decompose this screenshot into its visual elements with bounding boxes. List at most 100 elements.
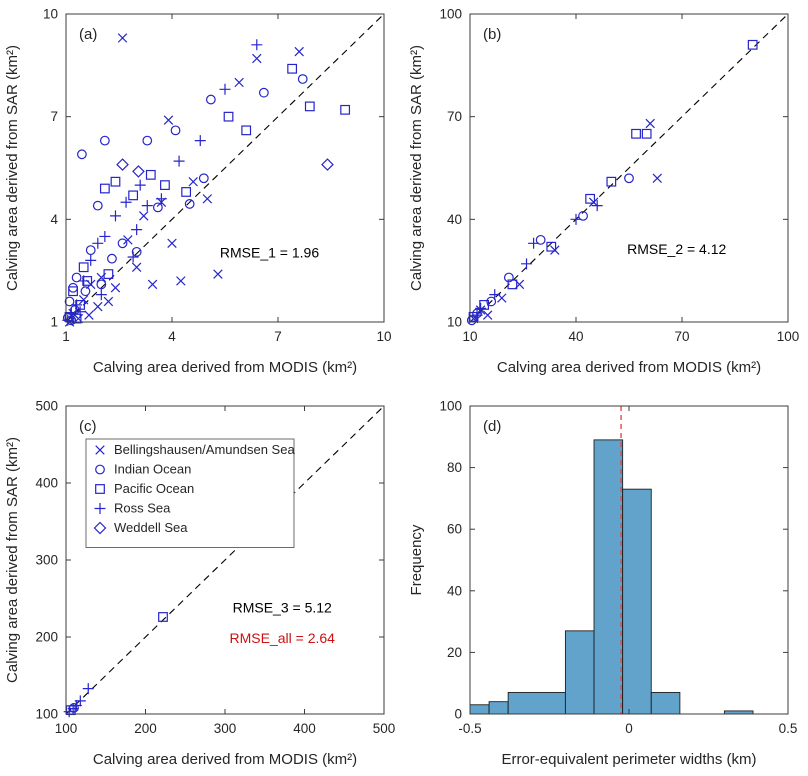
- y-tick-label: 0: [454, 707, 462, 722]
- annotation-text: RMSE_2 = 4.12: [627, 241, 726, 257]
- y-tick-label: 7: [50, 109, 58, 124]
- marker-diamond: [116, 158, 129, 171]
- marker-circle: [184, 199, 195, 209]
- marker-square: [585, 193, 596, 204]
- x-tick-label: 40: [568, 329, 583, 344]
- y-tick-label: 200: [35, 630, 58, 645]
- y-tick-label: 70: [447, 109, 462, 124]
- y-tick-label: 20: [447, 645, 462, 660]
- marker-x: [147, 279, 158, 290]
- marker-x: [93, 301, 103, 312]
- marker-circle: [142, 135, 153, 146]
- marker-square: [287, 63, 298, 74]
- x-tick-label: 70: [674, 329, 689, 344]
- histogram-bar: [469, 704, 490, 715]
- panel-label: (d): [483, 418, 501, 435]
- marker-square: [747, 39, 758, 50]
- marker-x: [188, 176, 198, 187]
- marker-x: [103, 296, 114, 307]
- marker-plus: [109, 210, 121, 222]
- marker-square: [606, 176, 617, 187]
- marker-x: [234, 77, 244, 88]
- marker-x: [213, 269, 223, 279]
- y-tick-label: 40: [447, 583, 462, 598]
- y-tick-label: 60: [447, 522, 462, 537]
- marker-square: [99, 183, 110, 194]
- marker-square: [546, 241, 557, 252]
- marker-plus: [127, 251, 139, 263]
- marker-circle: [80, 286, 91, 297]
- subplot-b: 10 40 70 100 10 40 70 100 Calving area derived f…: [408, 7, 800, 377]
- x-axis-label: Error-equivalent perimeter widths (km): [501, 751, 756, 768]
- marker-square: [468, 311, 479, 322]
- marker-plus: [74, 695, 86, 707]
- marker-square: [68, 286, 78, 297]
- marker-circle: [486, 296, 497, 307]
- annotation-text: RMSE_3 = 5.12: [233, 599, 332, 615]
- marker-square: [128, 190, 139, 201]
- x-tick-label: 500: [373, 721, 396, 736]
- legend-label: Ross Sea: [114, 501, 171, 516]
- y-tick-label: 40: [447, 212, 462, 227]
- marker-x: [84, 310, 94, 320]
- marker-x: [117, 33, 128, 43]
- marker-x: [163, 115, 174, 125]
- marker-x: [482, 310, 493, 320]
- x-tick-label: 200: [134, 721, 157, 736]
- marker-plus: [521, 258, 533, 270]
- y-tick-label: 100: [35, 707, 58, 722]
- marker-plus: [95, 289, 107, 301]
- marker-circle: [258, 87, 269, 98]
- marker-x: [294, 46, 304, 57]
- marker-circle: [205, 94, 216, 105]
- histogram-bar: [507, 691, 566, 715]
- marker-plus: [155, 193, 167, 205]
- marker-plus: [570, 213, 582, 225]
- marker-square: [78, 262, 89, 273]
- legend-box: [85, 438, 295, 548]
- marker-x: [652, 173, 662, 183]
- marker-circle: [198, 173, 209, 184]
- x-tick-label: 10: [462, 329, 477, 344]
- x-tick-label: 100: [777, 329, 800, 344]
- identity-line: [65, 13, 385, 323]
- marker-circle: [117, 238, 128, 249]
- marker-circle: [107, 253, 117, 264]
- marker-plus: [82, 683, 94, 695]
- marker-square: [507, 279, 518, 290]
- marker-circle: [69, 702, 79, 713]
- marker-diamond: [132, 165, 145, 178]
- marker-x: [131, 262, 142, 272]
- y-tick-label: 500: [35, 399, 58, 414]
- marker-square: [95, 484, 105, 494]
- marker-x: [167, 238, 177, 249]
- marker-circle: [68, 282, 78, 293]
- panel-label: (c): [79, 418, 97, 435]
- panel-label: (a): [79, 26, 97, 43]
- marker-circle: [95, 464, 105, 475]
- legend-label: Bellingshausen/Amundsen Sea: [114, 442, 295, 457]
- marker-plus: [92, 237, 104, 249]
- marker-square: [479, 299, 490, 310]
- marker-plus: [99, 230, 111, 242]
- marker-plus: [62, 314, 74, 326]
- y-tick-label: 100: [439, 399, 462, 414]
- identity-line: [65, 405, 385, 715]
- legend-label: Pacific Ocean: [114, 481, 194, 496]
- x-tick-label: -0.5: [458, 721, 481, 736]
- x-tick-label: 300: [214, 721, 237, 736]
- marker-square: [103, 269, 114, 279]
- marker-plus: [475, 302, 487, 314]
- marker-x: [139, 211, 149, 221]
- axes-box: [469, 13, 789, 323]
- marker-x: [645, 118, 655, 129]
- panel-label: (b): [483, 26, 501, 43]
- histogram-bar: [650, 691, 681, 715]
- marker-square: [241, 125, 252, 136]
- histogram-bar: [488, 701, 509, 715]
- marker-circle: [131, 246, 142, 257]
- marker-plus: [78, 275, 90, 287]
- marker-x: [202, 194, 213, 204]
- y-tick-label: 10: [43, 7, 58, 22]
- marker-plus: [219, 83, 231, 95]
